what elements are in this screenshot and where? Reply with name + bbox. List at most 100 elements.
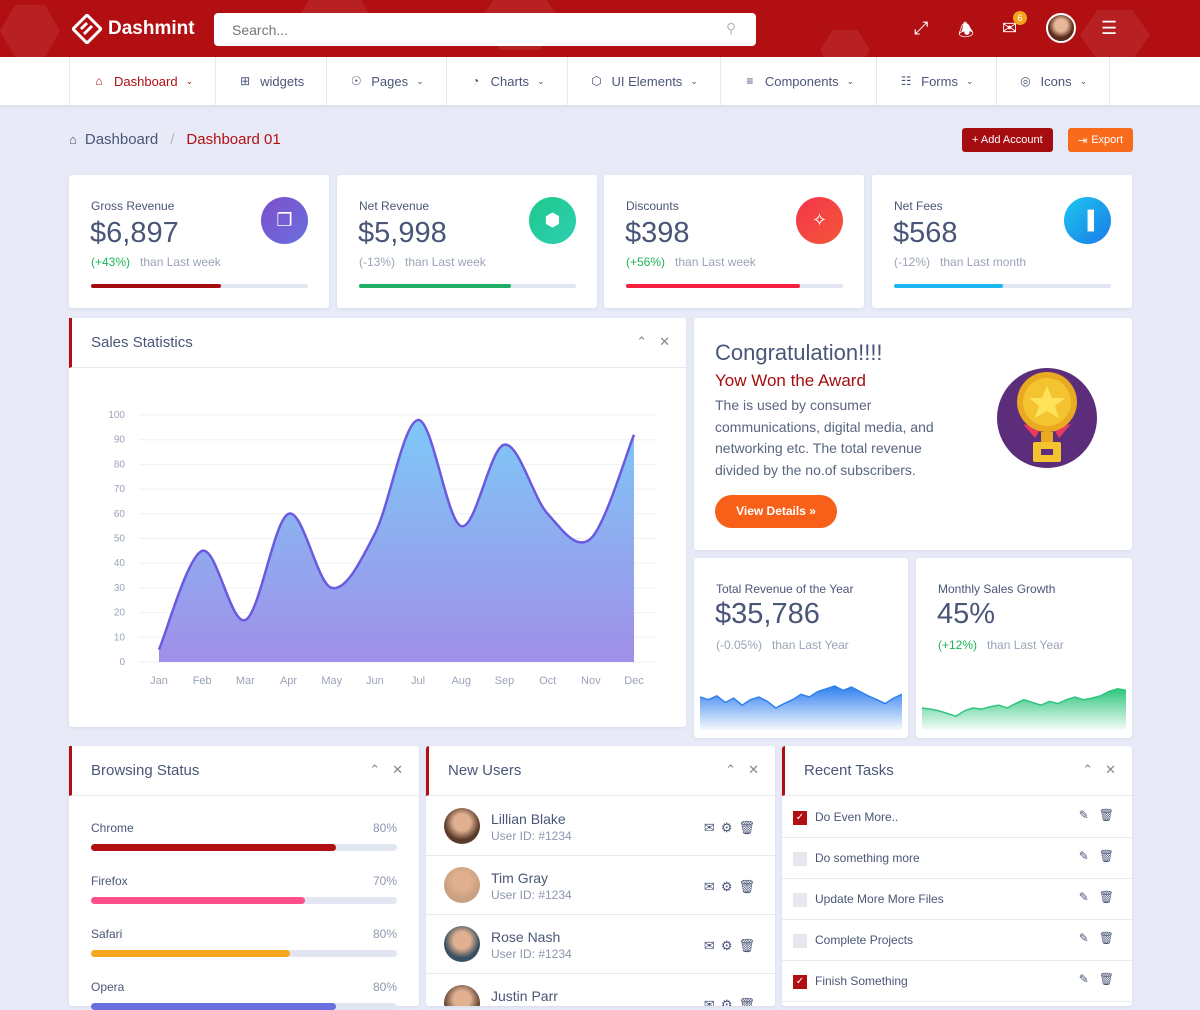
x-tick-label: Nov xyxy=(581,675,601,687)
trash-icon[interactable]: 🗑 xyxy=(738,879,755,894)
trash-icon[interactable]: 🗑 xyxy=(738,820,755,835)
award-card: Congratulation!!!! Yow Won the Award The… xyxy=(694,318,1132,550)
gear-icon[interactable]: ⚙ xyxy=(720,879,733,894)
panel-title: Browsing Status xyxy=(91,762,200,779)
browser-pct: 80% xyxy=(372,821,397,835)
breadcrumb-root[interactable]: Dashboard xyxy=(84,131,159,148)
y-tick-label: 10 xyxy=(114,632,126,643)
task-checkbox[interactable] xyxy=(793,852,807,866)
stat-value: $5,998 xyxy=(358,217,447,249)
nav-item-ui-elements[interactable]: ⬡ UI Elements ⌄ xyxy=(568,57,721,105)
task-checkbox[interactable]: ✓ xyxy=(793,811,807,825)
user-name[interactable]: Justin Parr xyxy=(491,988,558,1004)
copy-icon: ❐ xyxy=(261,197,308,244)
nav-label: Icons xyxy=(1040,73,1072,89)
nav-item-dashboard[interactable]: ⌂ Dashboard ⌄ xyxy=(70,57,217,105)
browser-progress xyxy=(91,1003,397,1010)
edit-icon[interactable]: ✎ xyxy=(1078,931,1089,945)
browser-progress xyxy=(91,897,397,904)
user-id: User ID: #1234 xyxy=(491,888,572,902)
collapse-icon[interactable]: ⌃ xyxy=(369,762,381,777)
stat-change: (-13%) xyxy=(359,255,396,269)
task-row: Update More More Files ✎ 🗑 xyxy=(782,879,1132,920)
fullscreen-exit-icon[interactable]: ⤢ xyxy=(914,18,929,38)
collapse-icon[interactable]: ⌃ xyxy=(725,762,737,777)
chevron-down-icon: ⌄ xyxy=(416,75,424,86)
user-avatar[interactable] xyxy=(1046,13,1076,43)
gear-icon[interactable]: ⚙ xyxy=(720,938,733,953)
y-tick-label: 100 xyxy=(108,410,125,421)
edit-icon[interactable]: ✎ xyxy=(1078,808,1089,822)
collapse-icon[interactable]: ⌃ xyxy=(1082,762,1094,777)
award-subtitle: Yow Won the Award xyxy=(715,371,866,390)
close-icon[interactable]: ✕ xyxy=(392,762,403,777)
mail-icon[interactable]: ✉ xyxy=(703,879,715,894)
trash-icon[interactable]: 🗑 xyxy=(1098,849,1114,863)
breadcrumb-current: Dashboard 01 xyxy=(186,131,281,148)
user-id: User ID: #1234 xyxy=(491,829,572,843)
task-checkbox[interactable]: ✓ xyxy=(793,975,807,989)
stat-suffix: than Last week xyxy=(140,255,221,269)
close-icon[interactable]: ✕ xyxy=(659,334,670,349)
stat-change: (+43%) xyxy=(91,255,131,269)
user-name[interactable]: Lillian Blake xyxy=(491,811,566,827)
search-input[interactable] xyxy=(214,13,756,46)
close-icon[interactable]: ✕ xyxy=(748,762,759,777)
nav-item-icons[interactable]: ◎ Icons ⌄ xyxy=(997,57,1111,105)
mail-badge: 6 xyxy=(1013,11,1027,25)
stat-progress xyxy=(626,284,843,288)
search-icon[interactable]: ⚲ xyxy=(726,20,737,36)
user-name[interactable]: Rose Nash xyxy=(491,929,561,945)
stat-progress xyxy=(894,284,1111,288)
sparkline-area xyxy=(922,688,1126,730)
edit-icon[interactable]: ✎ xyxy=(1078,849,1089,863)
nav-item-widgets[interactable]: ⊞ widgets xyxy=(216,57,328,105)
collapse-icon[interactable]: ⌃ xyxy=(636,334,648,349)
trash-icon[interactable]: 🗑 xyxy=(1098,931,1114,945)
stat-change: (-12%) xyxy=(894,255,931,269)
user-name[interactable]: Tim Gray xyxy=(491,870,549,886)
y-tick-label: 90 xyxy=(114,435,126,446)
trash-icon[interactable]: 🗑 xyxy=(738,997,755,1006)
trash-icon[interactable]: 🗑 xyxy=(738,938,755,953)
chevron-down-icon: ⌄ xyxy=(690,75,698,86)
brand-name: Dashmint xyxy=(108,18,195,39)
edit-icon[interactable]: ✎ xyxy=(1078,890,1089,904)
bell-icon[interactable]: 🕭 xyxy=(958,20,975,40)
gear-icon[interactable]: ⚙ xyxy=(720,997,733,1006)
export-button[interactable]: ⇥ Export xyxy=(1068,128,1134,152)
y-tick-label: 40 xyxy=(114,558,126,569)
close-icon[interactable]: ✕ xyxy=(1105,762,1116,777)
add-account-button[interactable]: + Add Account xyxy=(962,128,1053,152)
task-checkbox[interactable] xyxy=(793,934,807,948)
user-avatar xyxy=(444,926,480,962)
browser-stat: Safari 80% xyxy=(91,927,397,957)
user-row: Rose Nash User ID: #1234 ✉ ⚙ 🗑 xyxy=(426,915,775,974)
task-checkbox[interactable] xyxy=(793,893,807,907)
nav-item-charts[interactable]: ◔ Charts ⌄ xyxy=(447,57,568,105)
brand-logo[interactable]: Dashmint xyxy=(72,14,195,44)
browser-pct: 80% xyxy=(372,980,397,994)
mail-icon[interactable]: ✉ xyxy=(703,938,715,953)
x-tick-label: Dec xyxy=(624,675,644,687)
task-row: ✓ Do Even More.. ✎ 🗑 xyxy=(782,797,1132,838)
mail-icon[interactable]: ✉ xyxy=(703,997,715,1006)
box-icon: ⬡ xyxy=(591,74,602,88)
nav-item-pages[interactable]: ☉ Pages ⌄ xyxy=(327,57,447,105)
stat-label: Total Revenue of the Year xyxy=(716,582,854,596)
trash-icon[interactable]: 🗑 xyxy=(1098,808,1114,822)
view-details-button[interactable]: View Details » xyxy=(715,495,837,528)
nav-item-components[interactable]: ≡ Components ⌄ xyxy=(721,57,878,105)
mail-icon[interactable]: ✉ xyxy=(703,820,715,835)
stat-value: $6,897 xyxy=(90,217,179,249)
trash-icon[interactable]: 🗑 xyxy=(1098,890,1114,904)
menu-icon[interactable]: ☰ xyxy=(1101,18,1118,38)
trash-icon[interactable]: 🗑 xyxy=(1098,972,1114,986)
edit-icon[interactable]: ✎ xyxy=(1078,972,1089,986)
mail-icon[interactable]: ✉ xyxy=(1002,18,1018,38)
stat-card: Gross Revenue $6,897 (+43%) than Last we… xyxy=(69,175,329,308)
nav-item-forms[interactable]: ☷ Forms ⌄ xyxy=(877,57,997,105)
gear-icon[interactable]: ⚙ xyxy=(720,820,733,835)
y-tick-label: 80 xyxy=(114,459,126,470)
nav-label: Charts xyxy=(490,73,529,89)
